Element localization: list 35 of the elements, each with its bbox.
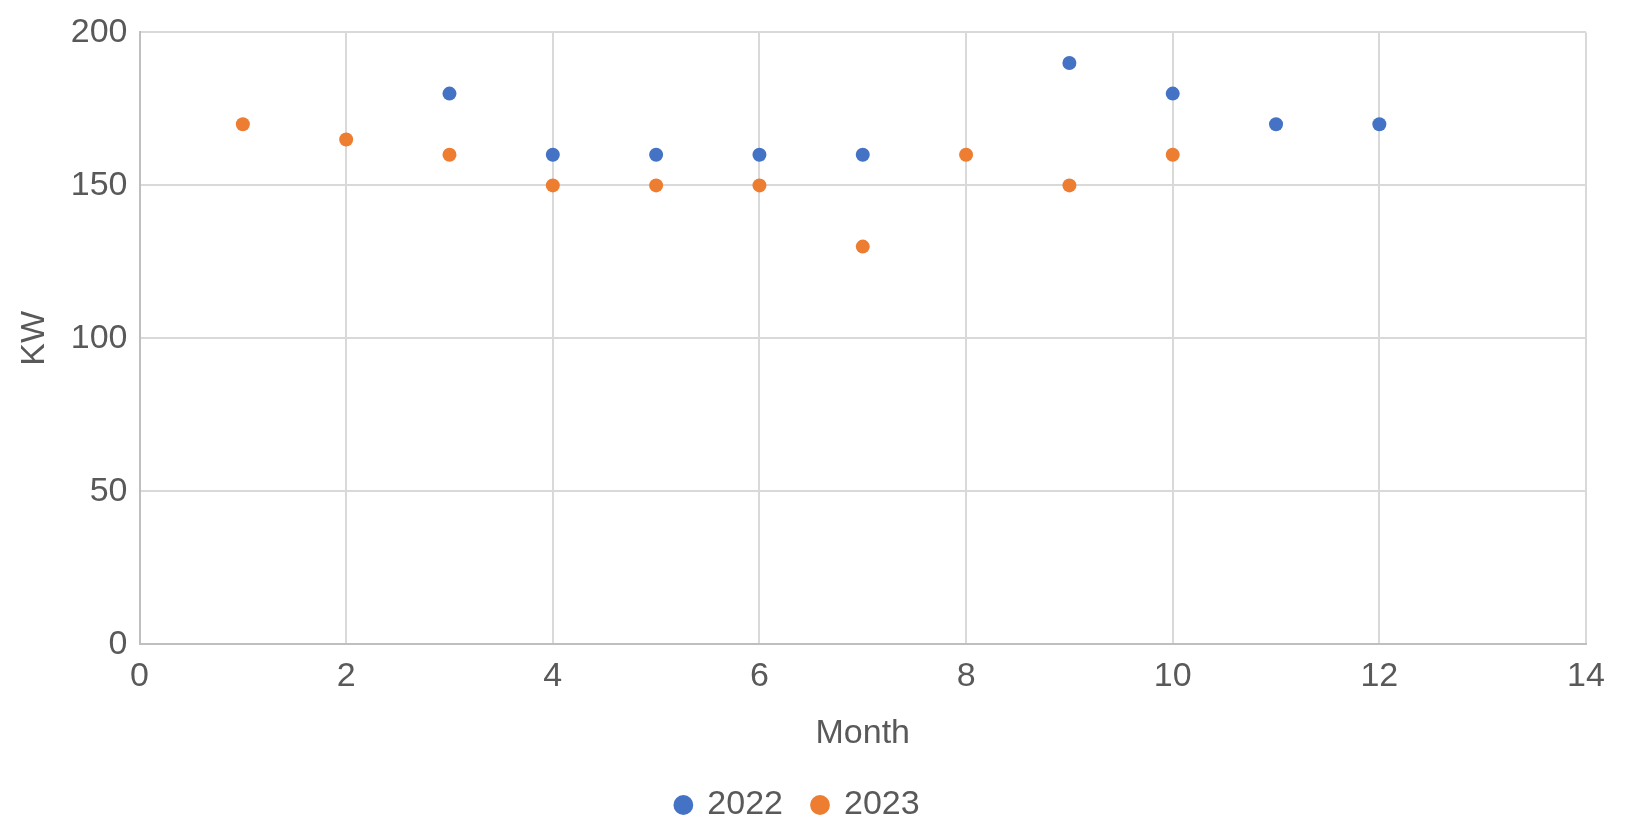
x-tick-label: 10: [1153, 655, 1192, 694]
point: [959, 147, 974, 162]
legend-label: 2023: [844, 783, 920, 822]
point: [855, 239, 870, 254]
point: [235, 117, 250, 132]
point: [752, 147, 767, 162]
point: [1062, 56, 1077, 70]
x-axis-title: Month: [815, 711, 911, 750]
point: [752, 178, 767, 193]
point: [649, 147, 664, 162]
point: [1165, 86, 1180, 101]
y-tick-label: 50: [89, 469, 128, 508]
point: [1062, 178, 1077, 193]
point: [649, 178, 664, 193]
point: [1372, 117, 1387, 132]
point: [442, 147, 457, 162]
point: [442, 86, 457, 101]
point: [1269, 117, 1284, 132]
y-tick-label: 100: [70, 316, 128, 355]
x-tick-label: 6: [749, 655, 769, 694]
x-tick-label: 2: [336, 655, 356, 694]
point: [855, 147, 870, 162]
legend-label: 2022: [707, 783, 783, 822]
y-tick-label: 150: [70, 163, 128, 202]
x-tick-label: 14: [1567, 655, 1605, 694]
y-tick-label: 200: [70, 10, 128, 49]
point: [545, 178, 560, 193]
x-tick-label: 4: [543, 655, 563, 694]
point: [339, 132, 354, 147]
y-axis-title: KW: [12, 311, 51, 366]
x-tick-label: 8: [956, 655, 976, 694]
point: [545, 147, 560, 162]
x-tick-label: 12: [1360, 655, 1399, 694]
point: [1165, 147, 1180, 162]
y-tick-label: 0: [108, 622, 128, 661]
